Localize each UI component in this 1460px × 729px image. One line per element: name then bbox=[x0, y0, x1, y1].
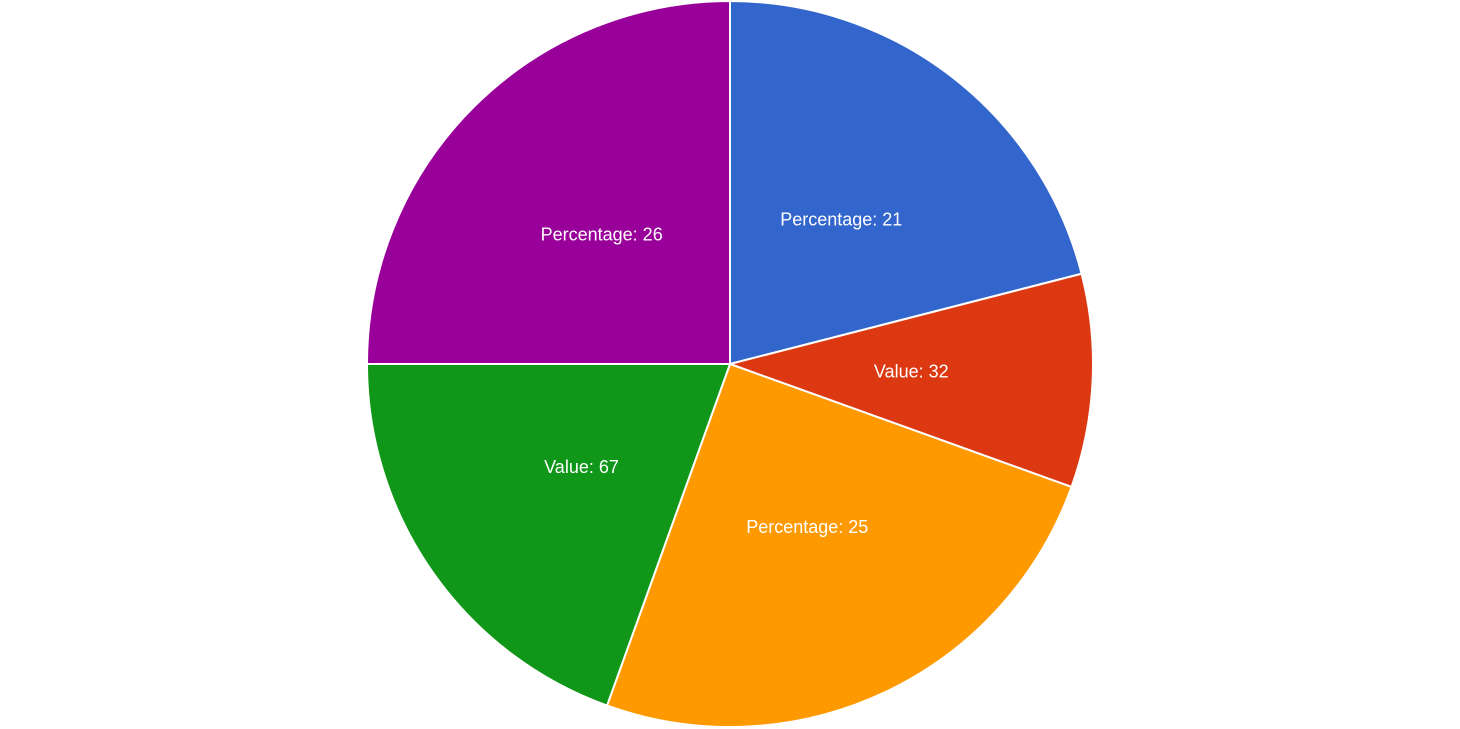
pie-slice-label-2: Percentage: 25 bbox=[746, 517, 868, 537]
pie-slice-1[interactable] bbox=[729, 272, 1094, 488]
pie-slice-4[interactable] bbox=[366, 0, 731, 365]
pie-slice-label-3: Value: 67 bbox=[544, 457, 619, 477]
slices-layer bbox=[366, 0, 1094, 728]
pie-slice-0[interactable] bbox=[729, 0, 1083, 365]
pie-slice-label-4: Percentage: 26 bbox=[541, 224, 663, 244]
pie-slice-2[interactable] bbox=[606, 363, 1073, 728]
pie-slice-3[interactable] bbox=[366, 363, 731, 707]
labels-layer: Percentage: 21 Value: 32 Percentage: 25 Val… bbox=[541, 209, 949, 537]
pie-slice-label-1: Value: 32 bbox=[874, 361, 949, 381]
pie-slice-label-0: Percentage: 21 bbox=[780, 209, 902, 229]
